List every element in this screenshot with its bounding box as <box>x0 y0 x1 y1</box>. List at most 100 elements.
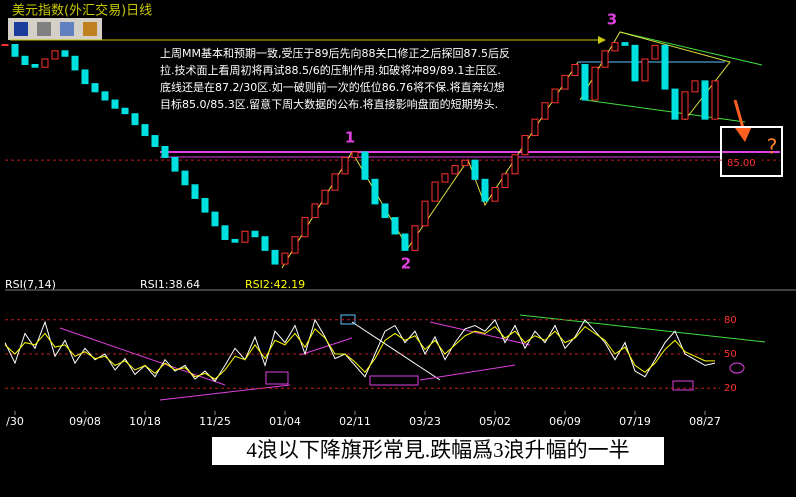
candle <box>11 44 19 57</box>
candle <box>271 249 279 265</box>
candle <box>291 236 299 254</box>
rsi-trend <box>519 314 766 343</box>
question-mark: ? <box>767 135 778 159</box>
candle <box>581 63 589 101</box>
x-tick-label: 07/19 <box>619 415 651 428</box>
candle <box>281 252 289 265</box>
candle <box>421 200 429 227</box>
save-icon[interactable] <box>14 22 28 36</box>
candle <box>551 88 559 104</box>
x-tick-label: /30 <box>6 415 24 428</box>
candle <box>621 42 629 46</box>
x-tick-label: 03/23 <box>409 415 441 428</box>
candle <box>61 50 69 57</box>
candle <box>381 203 389 219</box>
wave-label: 1 <box>345 129 355 147</box>
candle <box>41 58 49 68</box>
candle <box>501 173 509 189</box>
x-tick-label: 11/25 <box>199 415 231 428</box>
rsi-trend <box>59 327 226 386</box>
candle <box>511 154 519 175</box>
x-tick-label: 05/02 <box>479 415 511 428</box>
candle <box>131 113 139 126</box>
x-tick-label: 01/04 <box>269 415 301 428</box>
candle <box>371 178 379 205</box>
x-tick-label: 10/18 <box>129 415 161 428</box>
print-icon[interactable] <box>37 22 51 36</box>
candle <box>661 44 669 90</box>
candle <box>251 230 259 238</box>
candle <box>491 187 499 202</box>
candle <box>331 173 339 191</box>
candle <box>191 184 199 199</box>
rsi-trend <box>351 321 441 381</box>
annotation: 拉.技术面上看周初将再试88.5/6的压制作用.如破将冲89/89.1主压区. <box>160 63 501 77</box>
candle <box>431 181 439 202</box>
candle <box>521 135 529 156</box>
legend-label: RSI2:42.19 <box>245 278 305 291</box>
candle <box>141 124 149 137</box>
candle <box>171 156 179 172</box>
candle <box>71 55 79 71</box>
rsi-marker <box>369 375 419 386</box>
candle <box>611 42 619 52</box>
toolbar-bg <box>8 18 102 40</box>
rsi-trend <box>299 337 353 356</box>
annotation: 底线还是在87.2/30区.如一破则前一次的低位86.76将不保.将直奔幻想 <box>160 80 505 94</box>
candle <box>301 217 309 238</box>
candle <box>21 55 29 65</box>
candle <box>221 225 229 240</box>
rsi-marker <box>672 380 694 391</box>
candle <box>391 217 399 235</box>
candle <box>111 99 119 109</box>
candle <box>361 151 369 180</box>
panel-title: RSI(7,14) <box>5 278 56 291</box>
rsi-line <box>4 318 716 383</box>
candle <box>651 44 659 60</box>
candle <box>411 225 419 251</box>
x-tick-label: 02/11 <box>339 415 371 428</box>
candle <box>711 80 719 120</box>
candle <box>691 80 699 93</box>
candle <box>1 44 9 47</box>
channel-line <box>584 99 746 123</box>
arrow-head <box>735 126 752 142</box>
candle <box>151 135 159 147</box>
annotation: 目标85.0/85.3区.留意下周大数据的公布.将直接影响盘面的短期势头. <box>160 97 498 111</box>
candle <box>311 203 319 219</box>
legend-label: RSI1:38.64 <box>140 278 200 291</box>
y-tick-label: 50 <box>724 349 737 360</box>
candle <box>601 50 609 68</box>
candle <box>571 63 579 76</box>
candle <box>631 44 639 82</box>
x-tick-label: 08/27 <box>689 415 721 428</box>
candle <box>51 50 59 60</box>
candle <box>341 156 349 175</box>
mail-icon[interactable] <box>60 22 74 36</box>
rsi-line <box>4 325 715 380</box>
wave-label: 3 <box>607 11 617 29</box>
chart-title: 美元指数(外汇交易)日线 <box>12 3 152 19</box>
candle <box>481 178 489 202</box>
candle <box>561 74 569 90</box>
toolbar[interactable] <box>8 18 102 40</box>
candle <box>351 151 359 158</box>
edit-icon[interactable] <box>83 22 97 36</box>
annotation: 上周MM基本和预期一致,受压于89后先向88关口修正之后探回87.5后反 <box>160 46 510 60</box>
rsi-marker <box>265 371 289 385</box>
channel-line <box>619 31 763 66</box>
candle <box>591 66 599 101</box>
candle <box>401 233 409 251</box>
candle <box>201 197 209 213</box>
candle <box>441 173 449 183</box>
candle <box>541 102 549 120</box>
y-tick-label: 20 <box>724 383 737 394</box>
candle <box>701 80 709 120</box>
candle <box>91 83 99 93</box>
wave-line <box>281 61 579 269</box>
candle <box>261 236 269 251</box>
candle <box>231 238 239 243</box>
candle <box>321 189 329 205</box>
candle <box>641 58 649 82</box>
